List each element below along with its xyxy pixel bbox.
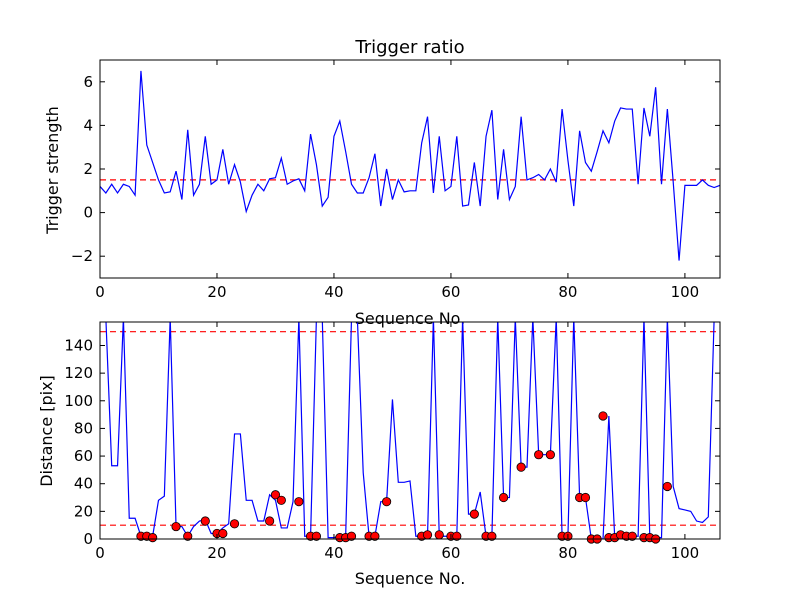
bottom-chart-marker	[218, 528, 228, 539]
bottom-chart-marker	[270, 490, 281, 500]
top-chart-x-tick-label: 0	[95, 283, 105, 301]
bottom-chart-y-tick-label: 100	[64, 392, 93, 410]
bottom-chart-marker	[276, 495, 286, 505]
bottom-chart: Distance [pix] Sequence No. 0 20 40 60 80 100…	[37, 321, 721, 588]
bottom-chart-marker	[545, 450, 555, 460]
top-chart-title: Trigger ratio	[354, 37, 464, 58]
bottom-chart-y-tick-label: 0	[83, 530, 93, 548]
top-chart-y-tick-label: 2	[83, 160, 93, 178]
bottom-chart-marker	[516, 462, 526, 472]
top-chart: Trigger ratio Trigger strength Sequence …	[43, 37, 721, 328]
bottom-chart-marker	[487, 531, 497, 541]
bottom-chart-x-tick-label: 80	[558, 544, 577, 562]
top-chart-x-tick-label: 40	[324, 283, 343, 301]
top-chart-y-tick-label: 4	[83, 116, 93, 134]
bottom-chart-marker	[382, 497, 392, 507]
top-chart-y-axis-label: Trigger strength	[43, 106, 62, 235]
bottom-chart-x-tick-label: 60	[441, 544, 460, 562]
bottom-chart-marker	[662, 481, 672, 492]
bottom-chart-marker	[311, 531, 322, 541]
top-chart-x-tick-label: 80	[558, 283, 577, 301]
bottom-chart-marker	[370, 531, 380, 541]
bottom-chart-marker	[598, 411, 608, 421]
bottom-chart-marker	[229, 519, 240, 529]
bottom-chart-marker	[422, 530, 433, 540]
bottom-chart-marker	[627, 531, 637, 541]
bottom-chart-x-tick-label: 0	[95, 544, 105, 562]
top-chart-x-tick-label: 20	[207, 283, 226, 301]
bottom-chart-marker	[265, 516, 275, 526]
bottom-chart-x-tick-label: 100	[671, 544, 700, 562]
bottom-chart-marker	[148, 533, 158, 543]
bottom-chart-marker	[469, 509, 479, 519]
bottom-chart-y-tick-label: 20	[74, 502, 93, 520]
bottom-chart-marker	[294, 497, 304, 507]
bottom-chart-marker	[580, 492, 591, 503]
top-chart-y-tick-label: 0	[83, 204, 93, 222]
top-chart-y-tick-label: −2	[71, 247, 93, 265]
bottom-chart-y-tick-label: 60	[74, 447, 93, 465]
bottom-chart-marker	[200, 516, 210, 526]
top-chart-x-axis-label: Sequence No.	[355, 309, 466, 328]
bottom-chart-frame	[99, 321, 721, 540]
bottom-chart-y-tick-label: 80	[74, 419, 93, 437]
top-chart-x-tick-label: 60	[441, 283, 460, 301]
bottom-chart-marker	[346, 531, 357, 541]
bottom-chart-y-tick-label: 120	[64, 364, 93, 382]
bottom-chart-x-axis-label: Sequence No.	[355, 569, 466, 588]
bottom-chart-y-tick-label: 40	[74, 475, 93, 493]
bottom-chart-marker	[452, 531, 462, 541]
top-chart-y-tick-label: 6	[83, 73, 93, 91]
bottom-chart-marker	[534, 450, 544, 460]
bottom-chart-marker	[498, 492, 509, 503]
bottom-chart-marker	[171, 521, 181, 532]
bottom-chart-marker	[183, 531, 193, 541]
top-chart-series-line	[100, 70, 720, 261]
bottom-chart-x-tick-label: 40	[324, 544, 343, 562]
bottom-chart-y-tick-label: 140	[64, 336, 93, 354]
top-chart-x-tick-label: 100	[671, 283, 700, 301]
bottom-chart-x-tick-label: 20	[207, 544, 226, 562]
bottom-chart-marker	[434, 530, 444, 540]
bottom-chart-y-axis-label: Distance [pix]	[37, 375, 56, 487]
